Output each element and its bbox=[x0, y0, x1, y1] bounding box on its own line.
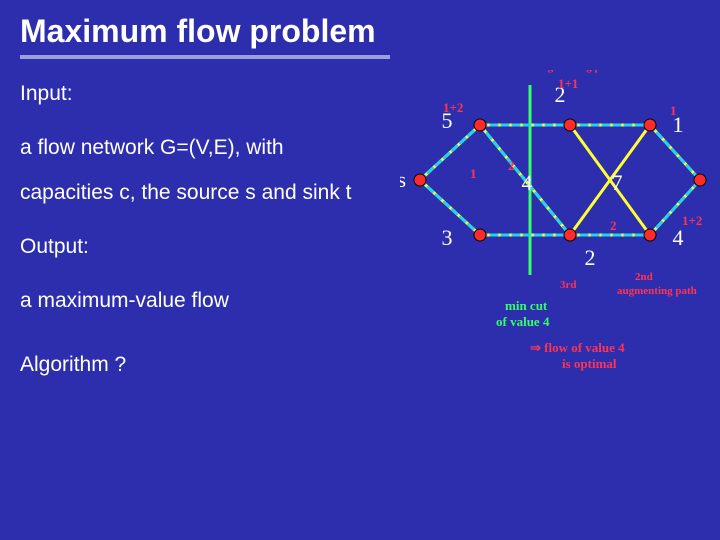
flow-annotation: 1 bbox=[670, 103, 677, 118]
capacity-label: 4 bbox=[522, 170, 533, 195]
aug-path-label: 2nd bbox=[635, 271, 653, 283]
title-underline bbox=[20, 55, 390, 59]
graph-node bbox=[564, 119, 576, 131]
aug-path-label: augmenting path bbox=[617, 285, 697, 297]
flow-annotation: 1+1 bbox=[558, 76, 578, 91]
graph-node bbox=[694, 174, 706, 186]
flow-annotation: 2 bbox=[508, 158, 515, 173]
page-title: Maximum flow problem bbox=[20, 14, 700, 49]
conclusion-text: ⇒ flow of value 4 bbox=[530, 340, 625, 355]
mincut-label: of value 4 bbox=[496, 314, 550, 329]
node-label: s bbox=[400, 167, 406, 192]
graph-node bbox=[564, 229, 576, 241]
graph-node bbox=[644, 229, 656, 241]
conclusion-text: is optimal bbox=[562, 356, 617, 371]
graph-node bbox=[474, 229, 486, 241]
flow-network-diagram: st532472141+2121+1121+21st augmenting pa… bbox=[400, 70, 710, 410]
aug-path-label: 1st augmenting path bbox=[520, 70, 616, 73]
capacity-label: 3 bbox=[442, 225, 453, 250]
flow-annotation: 1+2 bbox=[682, 213, 702, 228]
slide: Maximum flow problem Input: a flow netwo… bbox=[0, 0, 720, 540]
flow-annotation: 2 bbox=[610, 218, 617, 233]
flow-annotation: 1 bbox=[470, 166, 477, 181]
flow-annotation: 1+2 bbox=[443, 100, 463, 115]
capacity-label: 4 bbox=[673, 225, 684, 250]
aug-path-label: 3rd bbox=[560, 279, 577, 291]
graph-node bbox=[644, 119, 656, 131]
capacity-label: 2 bbox=[585, 245, 596, 270]
graph-node bbox=[414, 174, 426, 186]
graph-node bbox=[474, 119, 486, 131]
capacity-label: 7 bbox=[612, 170, 623, 195]
mincut-label: min cut bbox=[505, 298, 548, 313]
